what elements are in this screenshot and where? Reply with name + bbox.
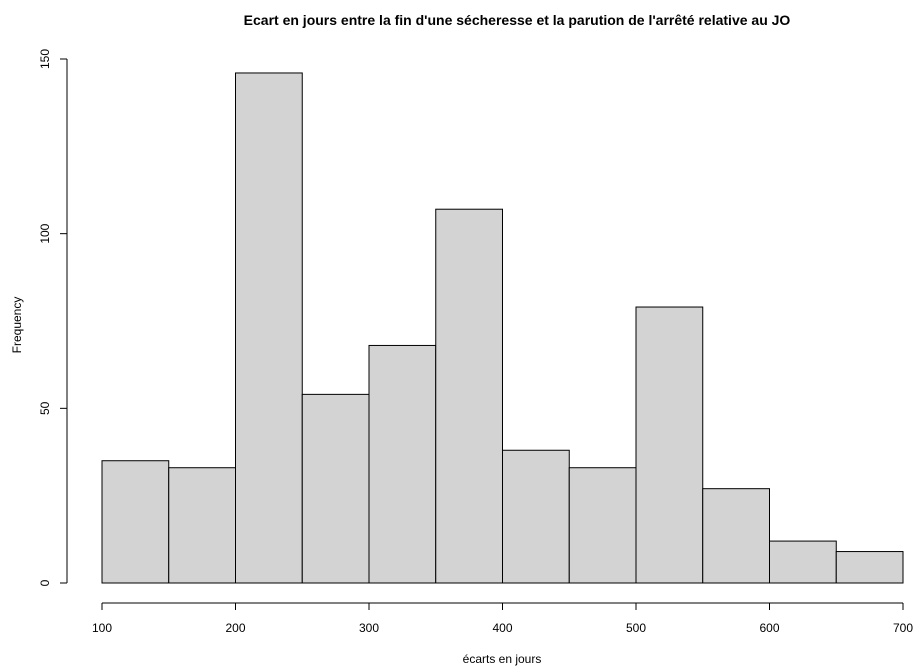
x-axis-label: écarts en jours	[463, 652, 542, 666]
y-axis: 0 50 100 150	[38, 49, 68, 586]
histogram-bar-150-200	[168, 467, 236, 584]
histogram-bar-100-150	[101, 460, 170, 584]
histogram-bar-350-400	[435, 208, 503, 584]
y-tick-label-0: 0	[38, 579, 52, 586]
x-tick-label-100: 100	[92, 621, 112, 635]
chart-title: Ecart en jours entre la fin d'une sécher…	[244, 12, 791, 28]
histogram-bar-300-350	[368, 344, 437, 584]
x-tick-label-300: 300	[359, 621, 379, 635]
histogram-bar-650-700	[835, 551, 904, 584]
histogram-bar-400-450	[502, 449, 570, 584]
x-axis: 100 200 300 400 500 600 700	[92, 602, 913, 635]
x-tick-label-200: 200	[225, 621, 245, 635]
x-tick-label-500: 500	[626, 621, 646, 635]
y-tick-label-100: 100	[38, 223, 52, 243]
histogram-bars	[101, 72, 904, 584]
histogram-bar-550-600	[702, 488, 770, 584]
histogram-bar-200-250	[235, 72, 303, 584]
x-tick-label-600: 600	[759, 621, 779, 635]
y-tick-label-50: 50	[38, 401, 52, 415]
histogram-bar-250-300	[301, 393, 370, 584]
x-tick-label-400: 400	[492, 621, 512, 635]
y-tick-label-150: 150	[38, 49, 52, 69]
histogram-bar-450-500	[568, 467, 637, 584]
histogram-bar-600-650	[769, 540, 837, 584]
histogram-bar-500-550	[635, 306, 704, 584]
y-axis-label: Frequency	[10, 297, 24, 354]
x-tick-label-700: 700	[893, 621, 913, 635]
